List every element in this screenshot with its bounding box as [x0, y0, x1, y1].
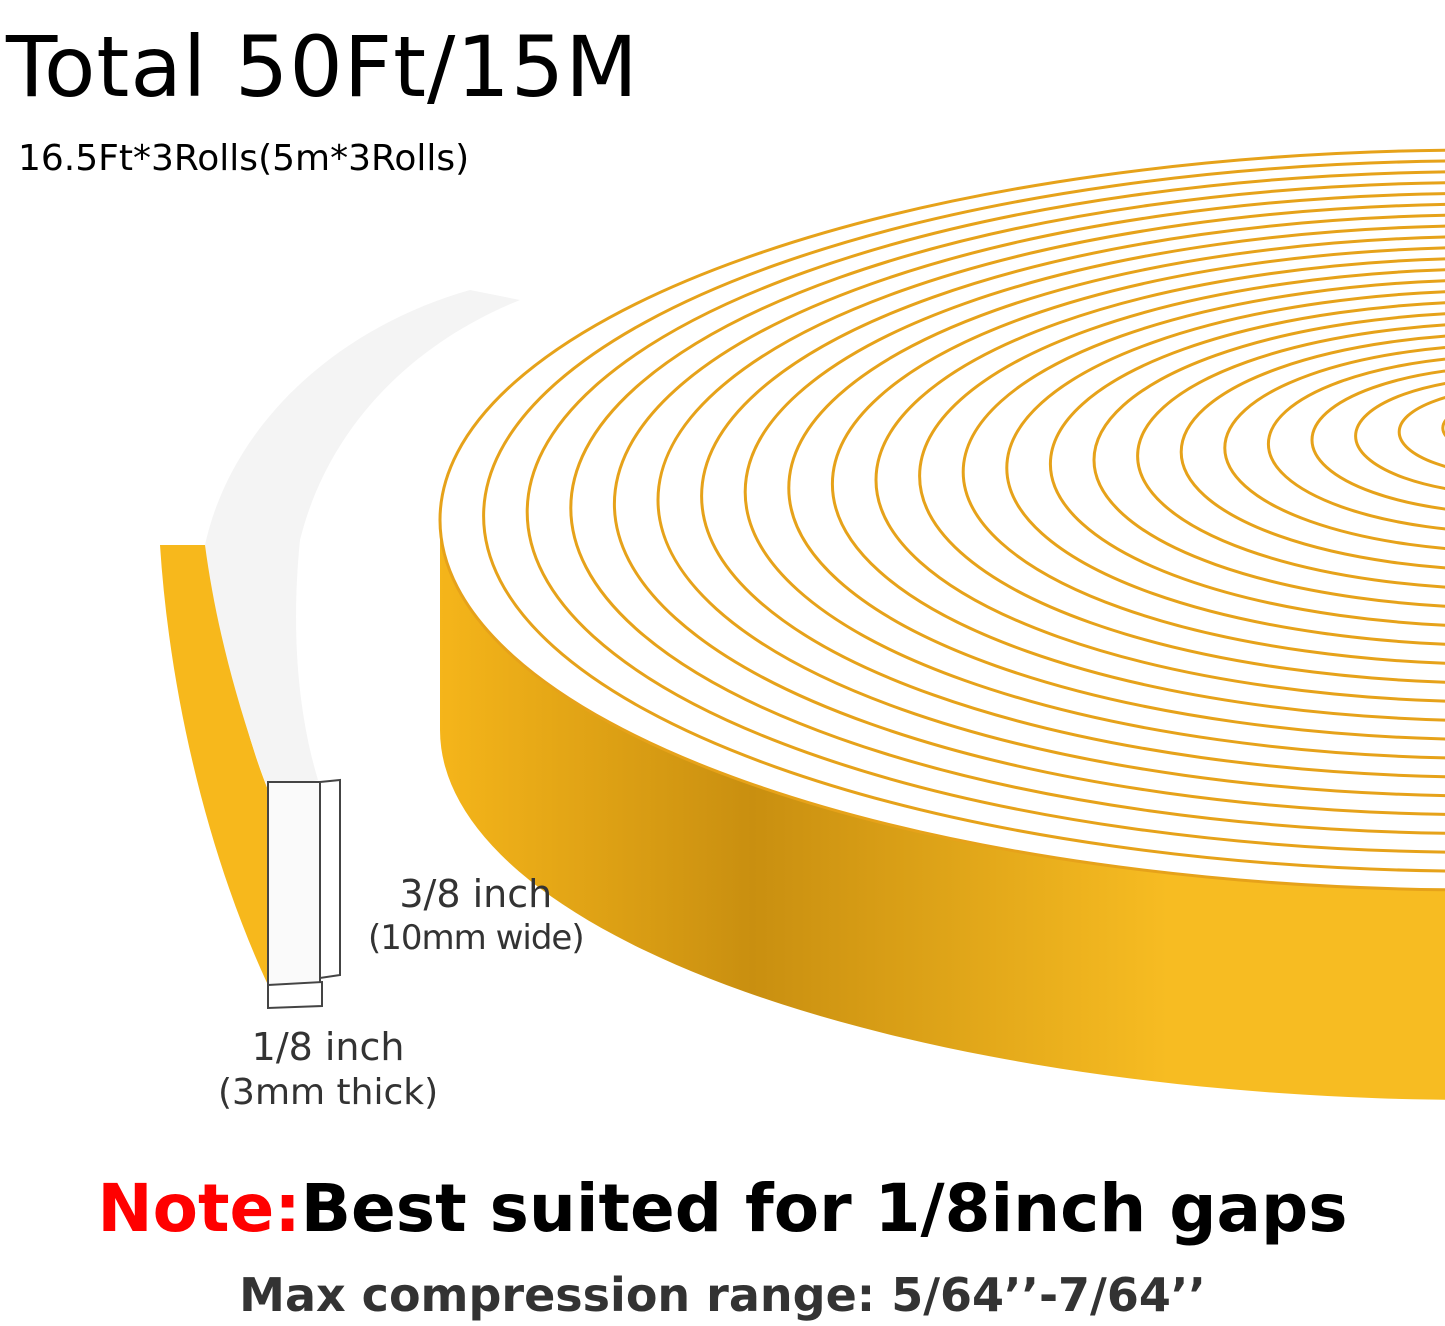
- tape-ring: [1354, 382, 1445, 490]
- tape-ring: [1136, 323, 1445, 589]
- width-sub: (10mm wide): [368, 918, 585, 958]
- tape-ring: [831, 246, 1445, 722]
- thickness-sub: (3mm thick): [218, 1072, 439, 1113]
- title: Total 50Ft/15M: [6, 18, 639, 116]
- tape-ring: [1005, 290, 1445, 646]
- tape-ring: [569, 181, 1445, 835]
- thickness-label: 1/8 inch (3mm thick): [218, 1024, 438, 1116]
- compression-range: Max compression range: 5/64’’-7/64’’: [239, 1268, 1206, 1322]
- tape-roll: [438, 148, 1445, 1100]
- tape-ring: [874, 257, 1445, 703]
- tape-ring: [1310, 369, 1445, 511]
- tape-ring: [1049, 301, 1445, 627]
- tape-ring: [482, 159, 1445, 873]
- width-label: 3/8 inch (10mm wide): [368, 872, 585, 960]
- tape-ring: [1092, 312, 1445, 608]
- tape-ring: [1266, 357, 1445, 531]
- note-label: Note:: [97, 1170, 301, 1247]
- tape-ring: [918, 268, 1445, 684]
- tape-ring: [787, 235, 1445, 741]
- tape-ring: [743, 224, 1445, 760]
- thickness-main: 1/8 inch: [251, 1025, 405, 1069]
- tape-ring: [656, 203, 1445, 797]
- tape-ring: [1179, 334, 1445, 570]
- note-line: Note:Best suited for 1/8inch gaps: [0, 1170, 1445, 1247]
- tape-ring: [1441, 418, 1445, 438]
- tape-ring: [1397, 396, 1445, 468]
- width-main: 3/8 inch: [399, 872, 553, 916]
- tape-ring: [700, 213, 1445, 779]
- subtitle: 16.5Ft*3Rolls(5m*3Rolls): [18, 138, 470, 179]
- tape-ring: [525, 170, 1445, 854]
- tape-ring: [613, 192, 1445, 816]
- loose-strip-side: [160, 545, 268, 985]
- tape-ring: [961, 279, 1445, 665]
- loose-strip-face: [205, 290, 520, 790]
- cross-section-diagram: [267, 778, 341, 1010]
- note-text: Best suited for 1/8inch gaps: [300, 1170, 1348, 1247]
- tape-ring: [1223, 346, 1445, 550]
